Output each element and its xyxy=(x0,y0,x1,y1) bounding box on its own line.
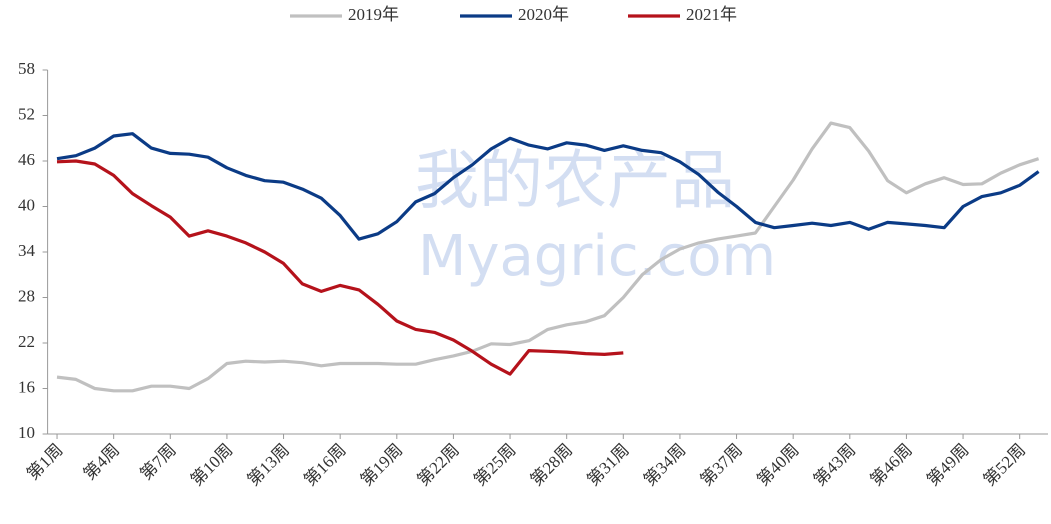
x-tick-label: 第46周 xyxy=(867,440,916,489)
legend-label: 2020年 xyxy=(518,5,569,24)
x-tick-label: 第40周 xyxy=(753,440,802,489)
x-tick-label: 第1周 xyxy=(23,440,66,483)
watermark: Myagric.com xyxy=(418,224,776,289)
y-tick-label: 16 xyxy=(18,377,35,396)
x-tick-label: 第16周 xyxy=(300,440,349,489)
y-tick-label: 22 xyxy=(18,332,35,351)
legend-label: 2021年 xyxy=(686,5,737,24)
x-tick-label: 第13周 xyxy=(244,440,293,489)
line-series xyxy=(56,159,624,376)
x-tick-label: 第4周 xyxy=(80,440,123,483)
x-tick-label: 第7周 xyxy=(136,440,179,483)
watermark: 我的农产品 xyxy=(415,145,735,219)
x-tick-label: 第19周 xyxy=(357,440,406,489)
y-tick-label: 10 xyxy=(18,423,35,442)
x-tick-label: 第25周 xyxy=(470,440,519,489)
x-tick-label: 第43周 xyxy=(810,440,859,489)
x-tick-label: 第28周 xyxy=(527,440,576,489)
line-series xyxy=(56,132,1040,241)
y-tick-label: 34 xyxy=(18,241,36,260)
x-tick-label: 第34周 xyxy=(640,440,689,489)
legend-label: 2019年 xyxy=(348,5,399,24)
y-tick-label: 52 xyxy=(18,104,35,123)
x-tick-label: 第37周 xyxy=(697,440,746,489)
x-tick-label: 第31周 xyxy=(583,440,632,489)
x-tick-label: 第22周 xyxy=(414,440,463,489)
y-tick-label: 58 xyxy=(18,59,35,78)
x-tick-label: 第10周 xyxy=(187,440,236,489)
y-tick-label: 46 xyxy=(18,150,35,169)
y-tick-label: 40 xyxy=(18,195,35,214)
y-tick-label: 28 xyxy=(18,286,35,305)
x-tick-label: 第49周 xyxy=(923,440,972,489)
line-series xyxy=(56,121,1040,393)
x-tick-label: 第52周 xyxy=(980,440,1029,489)
